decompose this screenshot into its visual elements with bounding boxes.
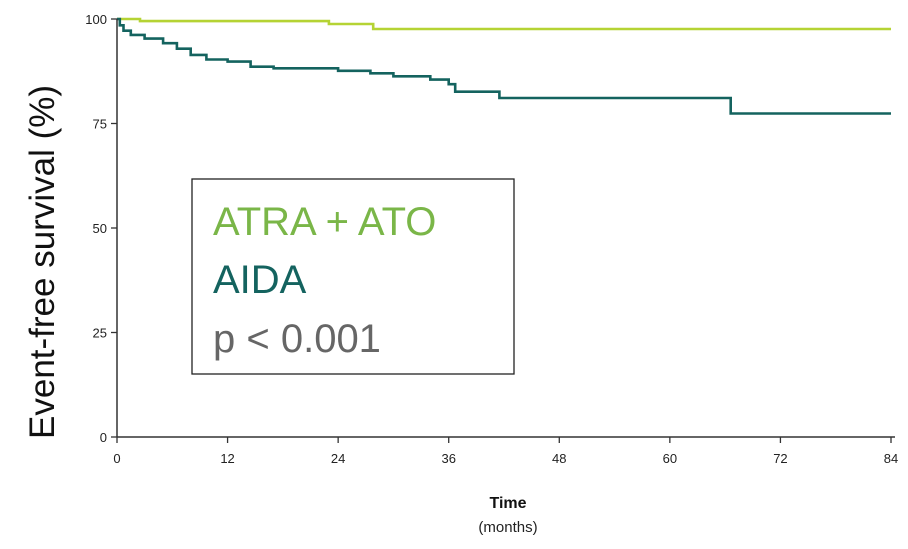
p-value-annotation: p < 0.001 xyxy=(213,317,381,361)
x-axis-unit: (months) xyxy=(478,519,537,536)
x-axis-title: Time xyxy=(489,495,526,512)
x-tick-label: 12 xyxy=(220,451,234,466)
legend-frame xyxy=(191,178,515,375)
y-tick-label: 25 xyxy=(93,326,107,341)
x-tick-label: 48 xyxy=(552,451,566,466)
x-tick-label: 36 xyxy=(441,451,455,466)
x-tick-label: 72 xyxy=(773,451,787,466)
series-line-atra-ato xyxy=(117,17,891,31)
x-tick-label: 84 xyxy=(884,451,898,466)
legend-entry-atra-ato: ATRA + ATO xyxy=(213,200,436,244)
y-tick-label: 75 xyxy=(93,117,107,132)
y-ticks-group: 0 25 50 75 100 xyxy=(85,12,117,445)
curves-group xyxy=(117,17,891,115)
series-line-aida xyxy=(117,17,891,115)
legend-box: ATRA + ATO AIDA p < 0.001 xyxy=(191,178,515,375)
y-tick-label: 0 xyxy=(100,430,107,445)
y-axis-title: Event-free survival (%) xyxy=(23,85,62,439)
legend-entry-aida: AIDA xyxy=(213,258,307,302)
x-tick-label: 60 xyxy=(663,451,677,466)
y-tick-label: 100 xyxy=(85,12,107,27)
x-tick-label: 24 xyxy=(331,451,345,466)
x-tick-label: 0 xyxy=(113,451,120,466)
x-ticks-group: 0 12 24 36 48 60 72 84 xyxy=(113,437,898,466)
y-tick-label: 50 xyxy=(93,221,107,236)
